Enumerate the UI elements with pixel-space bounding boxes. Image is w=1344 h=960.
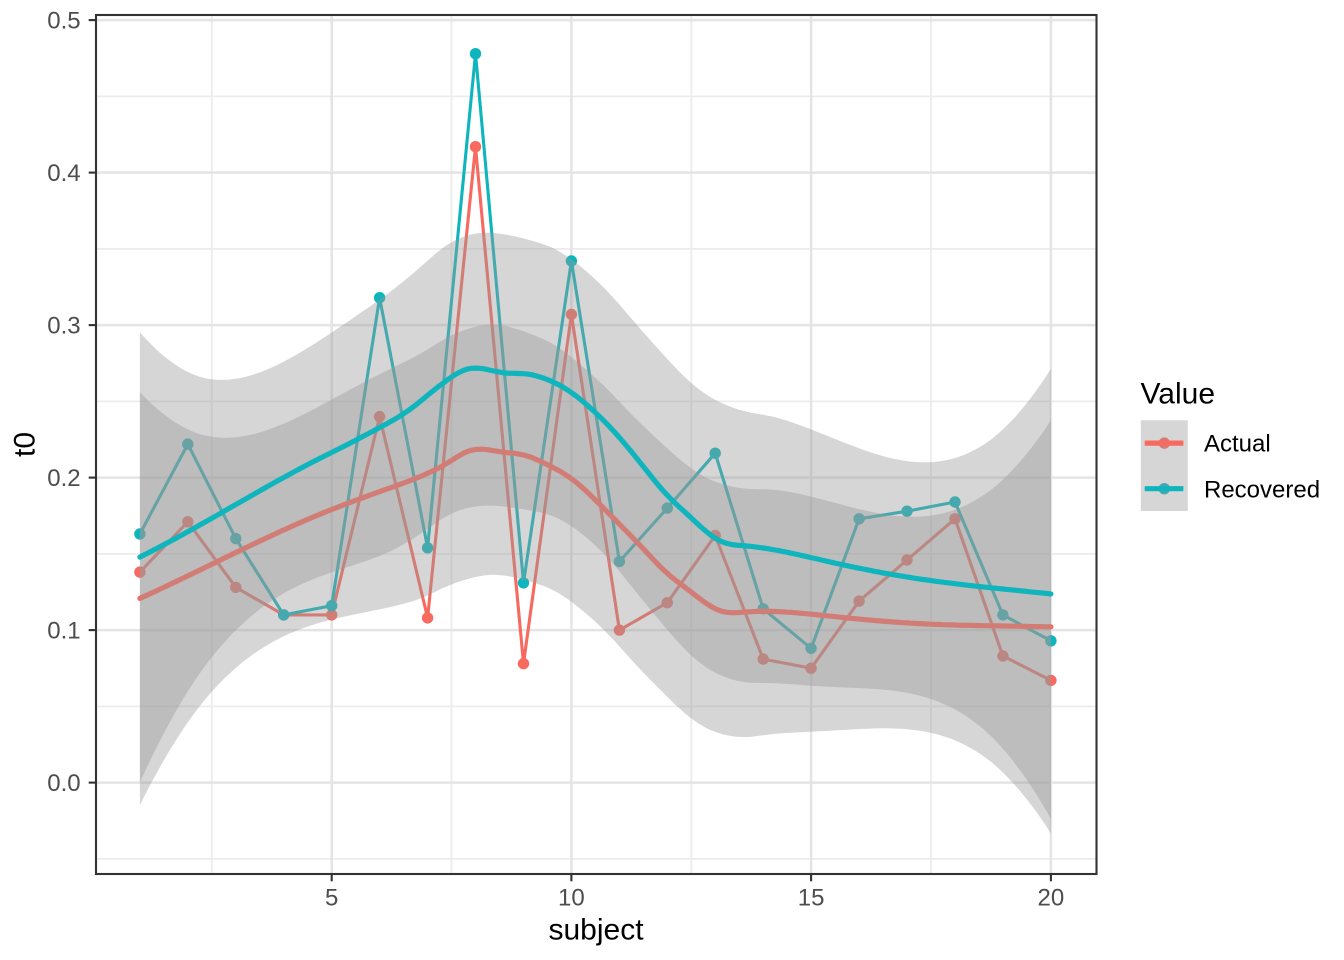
svg-text:0.2: 0.2 [47, 465, 80, 492]
svg-text:20: 20 [1038, 885, 1065, 912]
svg-text:15: 15 [798, 885, 825, 912]
svg-text:0.4: 0.4 [47, 160, 80, 187]
svg-text:t0: t0 [9, 432, 42, 457]
svg-text:0.1: 0.1 [47, 618, 80, 645]
svg-text:5: 5 [325, 885, 338, 912]
svg-text:Recovered: Recovered [1204, 476, 1320, 503]
svg-text:0.5: 0.5 [47, 8, 80, 35]
svg-text:0.3: 0.3 [47, 313, 80, 340]
svg-text:10: 10 [558, 885, 585, 912]
svg-text:0.0: 0.0 [47, 770, 80, 797]
svg-text:subject: subject [548, 914, 644, 947]
svg-text:Value: Value [1141, 377, 1216, 410]
svg-text:Actual: Actual [1204, 431, 1271, 458]
